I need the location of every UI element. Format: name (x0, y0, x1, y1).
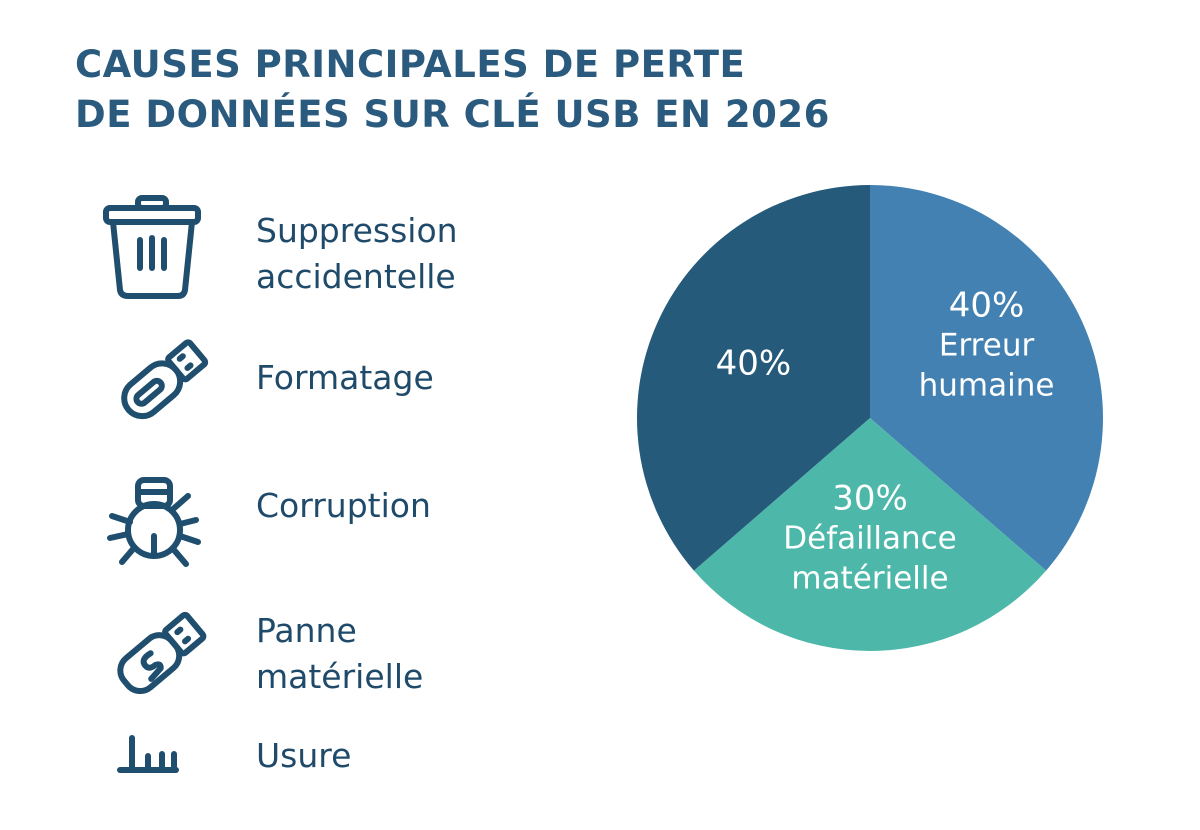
pie-slice-1 (693, 418, 1047, 652)
cause-label-panne: Panne matérielle (256, 608, 423, 700)
label-line: matérielle (256, 657, 424, 696)
pie-value-label: 30% (832, 478, 908, 518)
cause-item-suppression (100, 190, 210, 300)
usb-drive-icon (100, 330, 210, 440)
cause-item-formatage (100, 330, 210, 440)
label-line: Suppression (256, 211, 458, 250)
cause-label-corruption: Corruption (256, 486, 431, 525)
cause-label-suppression: Suppression accidentelle (256, 208, 458, 300)
pie-category-label: Erreur (939, 327, 1035, 363)
title-line-2: DE DONNÉES SUR CLÉ USB EN 2026 (75, 93, 830, 136)
cause-label-usure: Usure (256, 736, 352, 775)
cause-item-usure (100, 720, 210, 830)
pie-chart: 40%Erreurhumaine30%Défaillancematérielle… (636, 184, 1103, 652)
cause-item-panne (100, 600, 210, 710)
title-line-1: CAUSES PRINCIPALES DE PERTE (75, 43, 746, 86)
cause-item-corruption (100, 470, 210, 580)
label-line: accidentelle (256, 257, 456, 296)
pie-category-label: matérielle (791, 560, 948, 596)
usb-drive-broken-icon (100, 600, 210, 710)
pie-slice-0 (870, 185, 1103, 571)
pie-category-label: humaine (919, 367, 1055, 403)
pie-value-label: 40% (716, 343, 792, 383)
label-line: Panne (256, 611, 357, 650)
trash-icon (100, 190, 210, 300)
pie-slice-2 (636, 184, 870, 571)
pie-category-label: Défaillance (783, 520, 956, 556)
page-title: CAUSES PRINCIPALES DE PERTE DE DONNÉES S… (75, 40, 830, 140)
cause-label-formatage: Formatage (256, 358, 434, 397)
pie-value-label: 40% (949, 285, 1025, 325)
bug-icon (100, 470, 210, 580)
wear-icon (100, 720, 210, 830)
